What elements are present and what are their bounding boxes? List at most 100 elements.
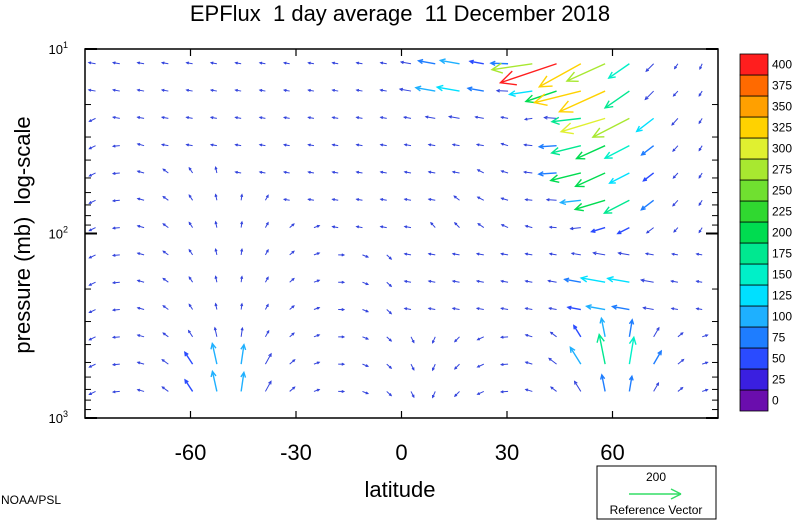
flux-arrow [546, 199, 557, 201]
flux-arrow [643, 307, 654, 311]
flux-arrowhead [500, 142, 504, 146]
flux-arrowhead [240, 343, 247, 351]
flux-arrowhead [87, 61, 92, 65]
flux-arrowhead [545, 198, 550, 202]
flux-arrowhead [628, 335, 637, 345]
flux-arrowhead [427, 307, 432, 311]
flux-arrowhead [316, 388, 321, 392]
flux-arrowhead [495, 88, 500, 93]
flux-arrowhead [524, 198, 528, 202]
flux-arrowhead [602, 206, 613, 214]
flux-arrow [551, 144, 582, 154]
flux-arrowhead [537, 75, 553, 88]
flux-arrowhead [341, 280, 346, 284]
flux-arrow [571, 252, 581, 256]
flux-arrowhead [234, 143, 238, 147]
flux-arrow [188, 330, 194, 338]
flux-arrowhead [468, 59, 474, 65]
flux-arrow [569, 346, 582, 365]
flux-arrowhead [307, 116, 311, 120]
flux-arrowhead [591, 127, 605, 138]
flux-arrowhead [258, 61, 263, 65]
flux-arrowhead [499, 390, 504, 394]
flux-arrowhead [474, 115, 478, 119]
chart-title: EPFlux 1 day average 11 December 2018 [190, 1, 610, 26]
flux-arrowhead [111, 88, 116, 92]
flux-arrowhead [234, 61, 238, 65]
flux-arrow [636, 117, 655, 132]
flux-arrowhead [88, 173, 92, 177]
flux-arrow [576, 145, 606, 160]
flux-arrowhead [316, 252, 321, 256]
flux-arrowhead [523, 143, 527, 147]
flux-arrowhead [213, 326, 217, 331]
colorbar-label: 175 [772, 247, 792, 261]
flux-arrow [550, 386, 557, 392]
flux-arrow [88, 62, 96, 65]
flux-arrowhead [365, 282, 370, 286]
colorbar-swatch [739, 242, 769, 265]
flux-arrowhead [258, 116, 263, 120]
flux-arrowhead [355, 170, 360, 174]
y-tick-label: 102 [49, 225, 68, 242]
flux-arrowhead [136, 388, 141, 392]
flux-arrowhead [499, 335, 504, 339]
flux-arrowhead [537, 171, 544, 177]
flux-arrowhead [672, 175, 676, 179]
flux-arrow [525, 388, 533, 392]
flux-arrowhead [162, 332, 166, 336]
flux-arrow [415, 86, 436, 92]
flux-arrowhead [341, 253, 346, 257]
flux-arrow [672, 145, 679, 152]
flux-arrowhead [316, 334, 321, 338]
flux-arrowhead [507, 90, 516, 98]
flux-arrow [477, 390, 484, 395]
flux-arrowhead [214, 193, 218, 198]
flux-arrowhead [282, 88, 287, 92]
flux-arrow [501, 170, 509, 174]
flux-arrowhead [606, 276, 614, 283]
colorbar-swatch [739, 284, 769, 307]
flux-arrowhead [705, 334, 709, 338]
flux-arrow [525, 307, 533, 311]
flux-arrowhead [575, 151, 586, 160]
flux-arrowhead [240, 275, 244, 279]
flux-arrowhead [403, 225, 408, 229]
flux-arrow [477, 196, 485, 201]
flux-arrowhead [209, 61, 214, 65]
flux-arrowhead [414, 85, 422, 92]
flux-arrowhead [234, 116, 238, 120]
flux-arrowhead [403, 170, 408, 174]
flux-arrowhead [698, 147, 702, 152]
flux-arrowhead [136, 252, 141, 256]
flux-arrow [477, 169, 485, 174]
flux-arrow [586, 305, 606, 311]
flux-arrowhead [282, 143, 287, 147]
flux-arrowhead [388, 256, 393, 260]
flux-arrowhead [579, 275, 588, 283]
flux-arrowhead [307, 61, 311, 65]
flux-arrow [609, 172, 630, 184]
x-tick-label: 60 [600, 440, 624, 465]
flux-arrow [211, 371, 218, 392]
flux-arrowhead [355, 61, 360, 65]
flux-arrow [240, 327, 243, 337]
flux-arrowhead [160, 143, 165, 147]
flux-arrowhead [316, 224, 321, 228]
flux-arrowhead [355, 116, 360, 120]
flux-arrowhead [210, 342, 217, 350]
flux-arrowhead [430, 221, 434, 226]
flux-arrowhead [500, 279, 504, 283]
flux-arrow [467, 87, 484, 92]
flux-arrowhead [209, 116, 214, 120]
flux-arrowhead [558, 198, 567, 206]
flux-arrowhead [307, 198, 311, 202]
flux-arrowhead [136, 142, 141, 146]
flux-arrowhead [453, 366, 458, 370]
flux-arrow [672, 199, 679, 207]
flux-arrowhead [524, 224, 529, 228]
flux-arrow [477, 336, 484, 341]
flux-arrow [476, 307, 484, 311]
flux-arrowhead [111, 308, 116, 312]
flux-arrowhead [427, 279, 432, 283]
